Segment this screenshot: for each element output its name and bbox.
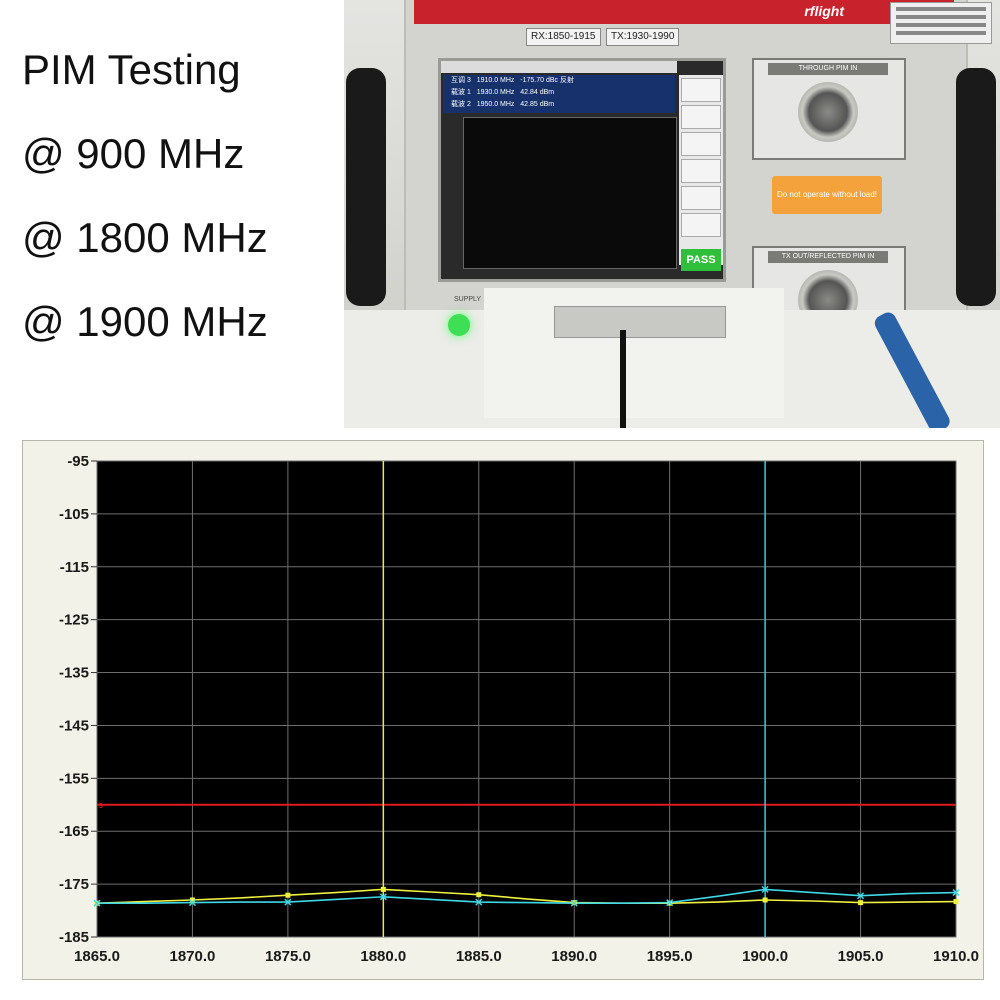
caption-freq-900: @ 900 MHz: [22, 130, 245, 177]
series-point-1: [762, 897, 768, 903]
series-point-1: [953, 899, 959, 905]
x-tick-label: 1910.0: [933, 948, 979, 965]
series-point-2: [952, 889, 960, 897]
series-line-1: [96, 888, 957, 904]
softkey: [681, 78, 721, 102]
caption-freq-1900: @ 1900 MHz: [22, 298, 268, 345]
x-tick-label: 1895.0: [647, 948, 693, 965]
analyzer-photo: rflight RX:1850-1915 TX:1930-1990 互调 3 1…: [344, 0, 1000, 428]
series-point-1: [285, 892, 291, 898]
x-tick-label: 1875.0: [265, 948, 311, 965]
series-point-2: [93, 899, 101, 907]
through-pim-port: THROUGH PIM IN: [752, 58, 906, 160]
x-tick-label: 1890.0: [551, 948, 597, 965]
series-point-2: [188, 899, 196, 907]
series-point-1: [189, 897, 195, 903]
y-tick-label: -105: [59, 506, 89, 523]
warning-label: Do not operate without load!: [772, 176, 882, 214]
series-line-2: [97, 888, 957, 904]
series-point-1: [380, 886, 386, 892]
y-tick-label: -95: [67, 453, 89, 470]
left-handle: [346, 68, 386, 306]
x-tick-label: 1865.0: [74, 948, 120, 965]
caption-freq-1800: @ 1800 MHz: [22, 214, 268, 261]
pass-indicator: PASS: [681, 249, 721, 271]
softkey: [681, 105, 721, 129]
y-tick-label: -185: [59, 929, 89, 946]
y-tick-label: -175: [59, 876, 89, 893]
power-button-icon: [448, 314, 470, 336]
through-pim-label: THROUGH PIM IN: [768, 63, 888, 75]
softkey: [681, 159, 721, 183]
right-handle: [956, 68, 996, 306]
x-tick-label: 1900.0: [742, 948, 788, 965]
y-tick-label: -125: [59, 612, 89, 629]
caption-title: PIM Testing: [22, 46, 241, 93]
x-tick-label: 1880.0: [360, 948, 406, 965]
screen-menu-bar: [441, 61, 677, 73]
series-point-2: [570, 899, 578, 907]
analyzer-screen: 互调 3 1910.0 MHz -175.70 dBc 反射 载波 1 1930…: [438, 58, 726, 282]
screen-row-carrier1: 载波 1 1930.0 MHz 42.84 dBm: [451, 89, 555, 96]
series-point-2: [284, 898, 292, 906]
brand-logo: rflight: [804, 3, 844, 19]
usb-cable: [620, 330, 626, 428]
chart-canvas: 1865.0 1870.0 1875.0 1880.0 1885.0 1890.0 1895…: [59, 453, 979, 965]
x-tick-label: 1885.0: [456, 948, 502, 965]
series-point-2: [379, 893, 387, 901]
x-tick-label: 1905.0: [838, 948, 884, 965]
limit-line-marker-label: 3: [99, 803, 103, 810]
rx-band-tag: RX:1850-1915: [526, 28, 601, 46]
series-point-2: [666, 899, 674, 907]
caption: PIM Testing @ 900 MHz @ 1800 MHz @ 1900 …: [22, 40, 342, 376]
spec-label-plate: [890, 2, 992, 44]
screen-mini-plot: [463, 117, 677, 269]
series-point-2: [761, 885, 769, 893]
supply-label: SUPPLY: [454, 296, 482, 303]
rf-connector-icon: [798, 82, 858, 142]
y-tick-label: -145: [59, 717, 89, 734]
plot-area: [96, 460, 957, 938]
softkey: [681, 186, 721, 210]
series-point-1: [858, 900, 864, 906]
y-tick-label: -115: [60, 559, 89, 576]
usb-panel: [554, 306, 726, 338]
series-point-2: [857, 892, 865, 900]
tx-band-tag: TX:1930-1990: [606, 28, 680, 46]
analyzer-top-band: rflight: [414, 0, 954, 24]
screen-row-carrier2: 载波 2 1950.0 MHz 42.85 dBm: [451, 101, 555, 108]
x-tick-label: 1870.0: [169, 948, 215, 965]
y-tick-label: -165: [59, 823, 89, 840]
softkey: [681, 213, 721, 237]
y-tick-label: -155: [59, 770, 89, 787]
tx-out-label: TX OUT/REFLECTED PIM IN: [768, 251, 888, 263]
series-point-2: [475, 898, 483, 906]
pim-spectrum-chart: 1865.0 1870.0 1875.0 1880.0 1885.0 1890.0 1895…: [22, 440, 984, 980]
series-point-1: [476, 892, 482, 898]
softkey: [681, 132, 721, 156]
screen-softkeys: [679, 75, 723, 265]
screen-row-pim: 互调 3 1910.0 MHz -175.70 dBc 反射: [451, 77, 574, 84]
y-tick-label: -135: [59, 665, 89, 682]
screen-info-panel: 互调 3 1910.0 MHz -175.70 dBc 反射 载波 1 1930…: [443, 75, 675, 113]
